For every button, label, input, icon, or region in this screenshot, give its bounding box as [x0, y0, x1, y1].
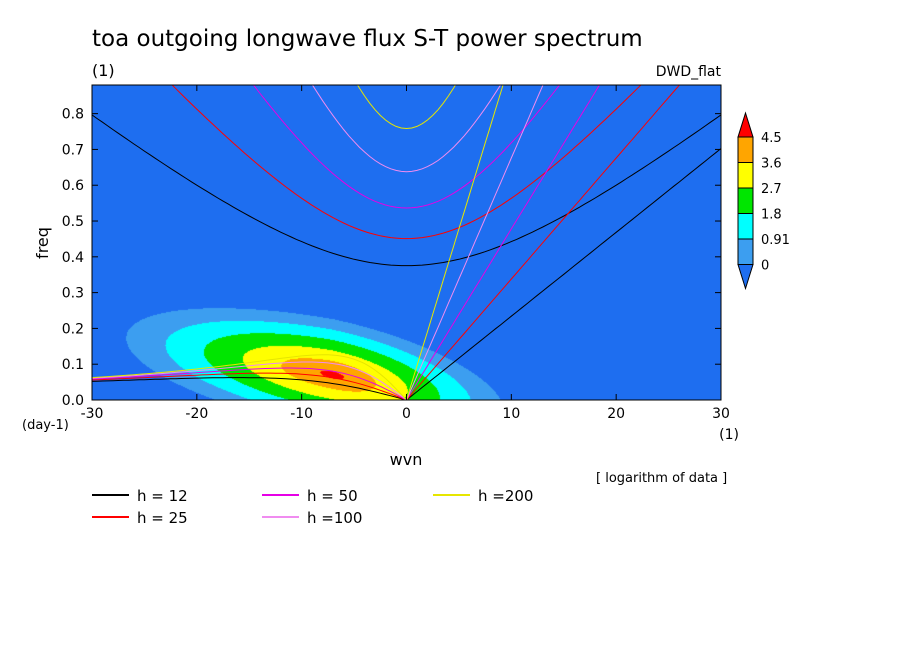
colorbar-arrow-top [737, 111, 754, 138]
colorbar-segment [737, 162, 754, 189]
y-tick-label: 0.0 [62, 393, 84, 409]
legend-label: h = 50 [307, 487, 358, 505]
colorbar-label: 0 [761, 259, 769, 274]
kelvin-curve-h12 [406, 148, 721, 400]
x-axis: -30 -20 -10 0 10 20 30 [81, 85, 730, 422]
chart-title: toa outgoing longwave flux S-T power spe… [92, 26, 643, 52]
y-tick-label: 0.7 [62, 142, 84, 158]
y-axis-label: freq [33, 227, 52, 259]
x-axis-units: (1) [719, 427, 739, 443]
y-tick-label: 0.1 [62, 357, 84, 373]
colorbar-segment [737, 187, 754, 214]
kelvin-curve-h50 [406, 85, 601, 400]
colorbar-label: 1.8 [761, 208, 782, 223]
x-tick-label: 30 [712, 406, 730, 422]
rossby-curve-h25 [92, 372, 407, 400]
x-tick-label: 0 [402, 406, 411, 422]
y-tick-label: 0.5 [62, 214, 84, 230]
colorbar: 0 0.91 1.8 2.7 3.6 4.5 [737, 111, 790, 291]
rossby-curve-h200 [92, 354, 407, 400]
colorbar-arrow-bottom [737, 264, 754, 291]
spectrum-field [92, 85, 721, 400]
gravity-curve-h12 [92, 114, 721, 267]
colorbar-segment [737, 136, 754, 163]
y-axis: 0.0 0.1 0.2 0.3 0.4 0.5 0.6 0.7 0.8 [62, 107, 721, 409]
colorbar-segment [737, 213, 754, 240]
y-tick-label: 0.8 [62, 107, 84, 123]
legend-label: h =100 [307, 509, 362, 527]
colorbar-label: 2.7 [761, 182, 782, 197]
legend-label: h = 12 [137, 487, 188, 505]
colorbar-label: 4.5 [761, 131, 782, 146]
kelvin-curve-h25 [406, 85, 681, 400]
legend: h = 12 h = 25 h = 50 h =100 h =200 [92, 487, 533, 527]
x-axis-label: wvn [390, 450, 423, 469]
gravity-curve-h25 [171, 85, 642, 240]
x-tick-label: 10 [502, 406, 520, 422]
title-units: (1) [92, 61, 115, 80]
colorbar-label: 0.91 [761, 233, 790, 248]
plot-area [92, 85, 721, 400]
legend-label: h =200 [478, 487, 533, 505]
colorbar-label: 3.6 [761, 157, 782, 172]
y-axis-units: (day-1) [22, 418, 69, 433]
data-note: [ logarithm of data ] [596, 471, 727, 486]
x-tick-label: -20 [185, 406, 208, 422]
kelvin-curve-h200 [406, 85, 504, 400]
x-tick-label: -30 [81, 406, 104, 422]
x-tick-label: -10 [290, 406, 313, 422]
legend-label: h = 25 [137, 509, 188, 527]
rossby-curve-h100 [92, 361, 407, 400]
colorbar-segment [737, 238, 754, 265]
rossby-curve-h12 [92, 377, 407, 400]
gravity-curve-h200 [357, 85, 456, 130]
gravity-curve-h50 [252, 85, 561, 209]
dispersion-curves [92, 85, 721, 400]
rossby-curve-h50 [92, 367, 407, 400]
y-tick-label: 0.3 [62, 286, 84, 302]
y-tick-label: 0.2 [62, 321, 84, 337]
kelvin-curve-h100 [406, 85, 544, 400]
y-tick-label: 0.6 [62, 178, 84, 194]
dataset-label: DWD_flat [656, 64, 722, 80]
x-tick-label: 20 [607, 406, 625, 422]
gravity-curve-h100 [311, 85, 502, 173]
y-tick-label: 0.4 [62, 250, 84, 266]
